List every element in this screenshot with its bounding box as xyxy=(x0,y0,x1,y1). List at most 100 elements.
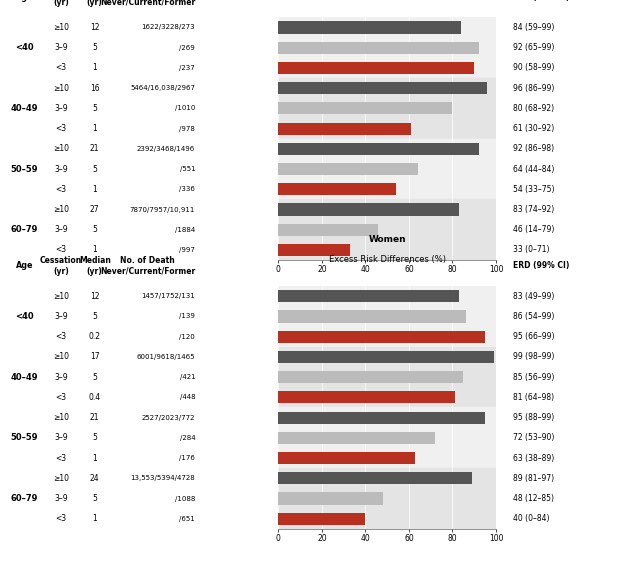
Text: 63 (38–89): 63 (38–89) xyxy=(513,454,554,462)
Bar xyxy=(278,224,378,236)
Text: /448: /448 xyxy=(180,394,195,401)
Text: /1010: /1010 xyxy=(175,105,195,112)
Text: 83 (49–99): 83 (49–99) xyxy=(513,292,555,301)
Text: 40–49: 40–49 xyxy=(11,104,38,113)
Text: 92 (86–98): 92 (86–98) xyxy=(513,144,554,153)
Text: /237: /237 xyxy=(179,65,195,71)
Text: /551: /551 xyxy=(180,166,195,172)
Bar xyxy=(278,452,415,464)
Text: Age: Age xyxy=(15,261,33,271)
Text: 89 (81–97): 89 (81–97) xyxy=(513,474,554,483)
Text: 61 (30–92): 61 (30–92) xyxy=(513,124,554,133)
Text: 96 (86–99): 96 (86–99) xyxy=(513,84,555,92)
Bar xyxy=(278,290,459,302)
Text: 72 (53–90): 72 (53–90) xyxy=(513,434,555,442)
Text: 95 (88–99): 95 (88–99) xyxy=(513,413,554,422)
Text: 5: 5 xyxy=(92,225,97,234)
Text: 6001/9618/1465: 6001/9618/1465 xyxy=(137,354,195,360)
Bar xyxy=(278,407,496,468)
Text: 40–49: 40–49 xyxy=(11,373,38,381)
Text: <3: <3 xyxy=(55,64,67,72)
Text: 5: 5 xyxy=(92,312,97,321)
Text: ≥10: ≥10 xyxy=(52,353,68,361)
Text: /284: /284 xyxy=(180,435,195,441)
Text: 1: 1 xyxy=(92,64,97,72)
Bar xyxy=(278,199,496,260)
Text: 1: 1 xyxy=(92,454,97,462)
Text: <3: <3 xyxy=(55,124,67,133)
Text: No. of Death
Never/Current/Former: No. of Death Never/Current/Former xyxy=(100,256,195,276)
Bar xyxy=(278,183,396,195)
Text: 50–59: 50–59 xyxy=(11,434,38,442)
Text: 85 (56–99): 85 (56–99) xyxy=(513,373,555,381)
Bar xyxy=(278,513,365,525)
Text: Median
(yr): Median (yr) xyxy=(79,256,111,276)
Bar xyxy=(278,17,496,78)
Text: 3–9: 3–9 xyxy=(54,43,68,52)
Bar xyxy=(278,371,463,383)
Text: 80 (68–92): 80 (68–92) xyxy=(513,104,554,113)
Text: <3: <3 xyxy=(55,393,67,402)
Text: 5: 5 xyxy=(92,43,97,52)
Text: Excess Risk Differences (%): Excess Risk Differences (%) xyxy=(329,255,445,264)
Text: 50–59: 50–59 xyxy=(11,165,38,173)
Text: /176: /176 xyxy=(179,455,195,461)
Text: ≥10: ≥10 xyxy=(52,23,68,32)
Text: 0.2: 0.2 xyxy=(89,332,100,341)
Text: 2392/3468/1496: 2392/3468/1496 xyxy=(137,146,195,152)
Text: <3: <3 xyxy=(55,246,67,254)
Text: Women: Women xyxy=(369,235,406,244)
Text: /269: /269 xyxy=(179,45,195,51)
Text: 60–79: 60–79 xyxy=(11,494,38,503)
Text: 33 (0–71): 33 (0–71) xyxy=(513,246,550,254)
Text: 84 (59–99): 84 (59–99) xyxy=(513,23,555,32)
Text: 2527/2023/772: 2527/2023/772 xyxy=(141,414,195,421)
Text: /651: /651 xyxy=(179,516,195,522)
Text: /978: /978 xyxy=(179,125,195,132)
Text: 17: 17 xyxy=(90,353,100,361)
Text: 12: 12 xyxy=(90,23,99,32)
Text: <3: <3 xyxy=(55,332,67,341)
Bar xyxy=(278,391,454,403)
Text: /997: /997 xyxy=(179,247,195,253)
Text: ≥10: ≥10 xyxy=(52,144,68,153)
Text: <40: <40 xyxy=(15,43,34,52)
Text: 0.4: 0.4 xyxy=(89,393,100,402)
Text: /1884: /1884 xyxy=(175,227,195,233)
Text: 60–79: 60–79 xyxy=(11,225,38,234)
Text: 95 (66–99): 95 (66–99) xyxy=(513,332,555,341)
Bar xyxy=(278,347,496,407)
Text: ≥10: ≥10 xyxy=(52,292,68,301)
Bar xyxy=(278,62,474,74)
Text: ≥10: ≥10 xyxy=(52,413,68,422)
Text: /139: /139 xyxy=(179,313,195,320)
Text: 86 (54–99): 86 (54–99) xyxy=(513,312,555,321)
Text: 7870/7957/10,911: 7870/7957/10,911 xyxy=(130,206,195,213)
Text: ≥10: ≥10 xyxy=(52,474,68,483)
Bar xyxy=(278,331,485,343)
Bar xyxy=(278,123,411,135)
Text: ERD (99% CI): ERD (99% CI) xyxy=(513,0,570,2)
Bar xyxy=(278,143,479,155)
Text: 3–9: 3–9 xyxy=(54,165,68,173)
Text: 3–9: 3–9 xyxy=(54,312,68,321)
Text: 16: 16 xyxy=(90,84,100,92)
Bar xyxy=(278,163,418,175)
Text: 12: 12 xyxy=(90,292,99,301)
Text: /421: /421 xyxy=(180,374,195,380)
Text: 46 (14–79): 46 (14–79) xyxy=(513,225,555,234)
Text: <3: <3 xyxy=(55,185,67,194)
Bar xyxy=(278,139,496,199)
Bar xyxy=(278,21,461,34)
Text: 21: 21 xyxy=(90,144,99,153)
Text: 92 (65–99): 92 (65–99) xyxy=(513,43,555,52)
Text: ≥10: ≥10 xyxy=(52,84,68,92)
Text: 1: 1 xyxy=(92,514,97,523)
Bar xyxy=(278,472,472,484)
Text: Age: Age xyxy=(15,0,33,2)
Text: 3–9: 3–9 xyxy=(54,494,68,503)
Text: 5: 5 xyxy=(92,104,97,113)
Bar xyxy=(278,351,494,363)
Text: 90 (58–99): 90 (58–99) xyxy=(513,64,555,72)
Bar xyxy=(278,432,435,444)
